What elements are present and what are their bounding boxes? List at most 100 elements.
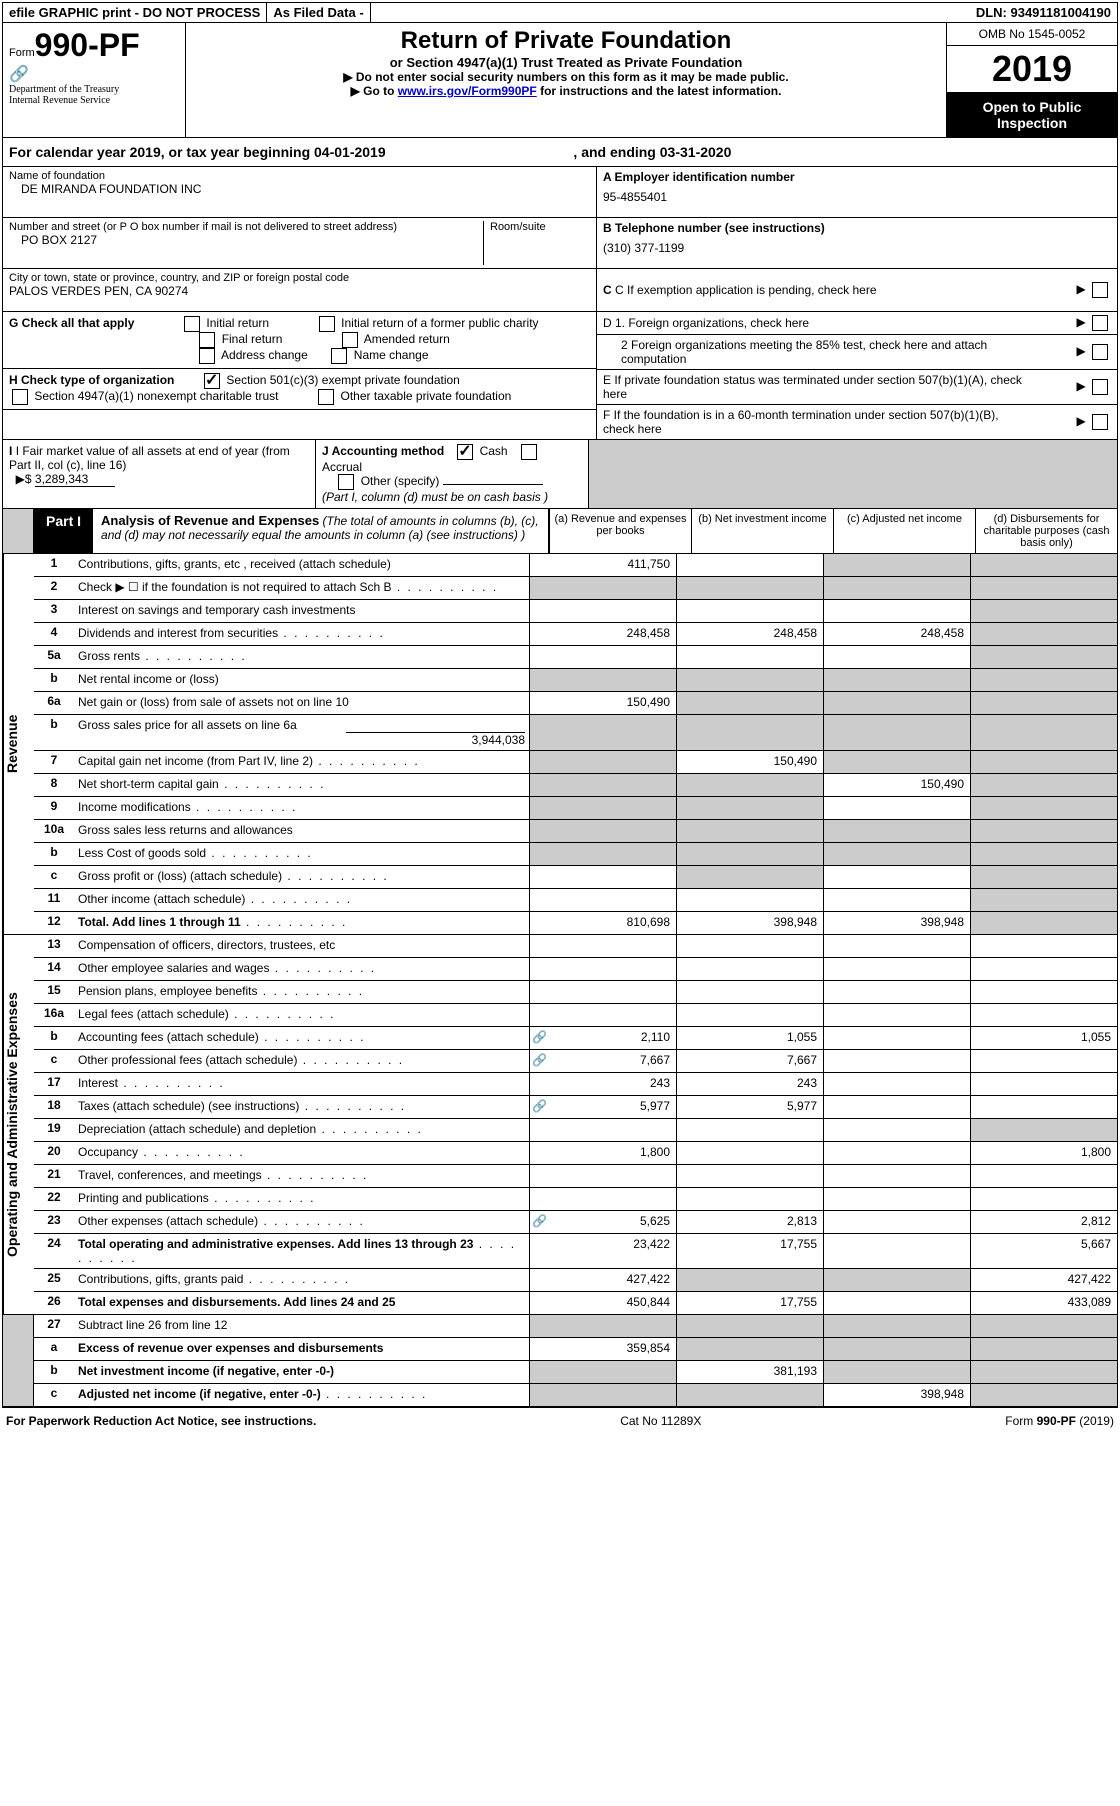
addr-val: PO BOX 2127 bbox=[9, 233, 483, 247]
cell-d bbox=[970, 623, 1117, 645]
addr-label: Number and street (or P O box number if … bbox=[9, 221, 483, 233]
row-num: 4 bbox=[34, 623, 74, 645]
attachment-icon[interactable]: 🔗 bbox=[532, 1099, 547, 1113]
table-row: bAccounting fees (attach schedule)🔗2,110… bbox=[34, 1027, 1117, 1050]
g-o5: Address change bbox=[221, 348, 308, 362]
link-icon[interactable]: 🔗 bbox=[9, 64, 179, 84]
row-label: Net gain or (loss) from sale of assets n… bbox=[74, 692, 530, 714]
cell-a: 1,800 bbox=[530, 1142, 676, 1164]
cell-b bbox=[676, 774, 823, 796]
table-row: 18Taxes (attach schedule) (see instructi… bbox=[34, 1096, 1117, 1119]
address-cell: Number and street (or P O box number if … bbox=[3, 218, 596, 269]
row-num: 13 bbox=[34, 935, 74, 957]
chk-name[interactable] bbox=[331, 348, 347, 364]
col-b-hdr: (b) Net investment income bbox=[691, 509, 833, 553]
row-label: Travel, conferences, and meetings bbox=[74, 1165, 530, 1187]
chk-c[interactable] bbox=[1092, 282, 1108, 298]
cell-d bbox=[970, 981, 1117, 1003]
cell-c bbox=[823, 1269, 970, 1291]
table-row: 25Contributions, gifts, grants paid427,4… bbox=[34, 1269, 1117, 1292]
chk-amended[interactable] bbox=[342, 332, 358, 348]
j-cash: Cash bbox=[480, 444, 508, 458]
cell-c bbox=[823, 1165, 970, 1187]
cell-c bbox=[823, 1188, 970, 1210]
chk-cash[interactable] bbox=[457, 444, 473, 460]
cell-a: 248,458 bbox=[530, 623, 676, 645]
cell-d bbox=[970, 958, 1117, 980]
cell-c bbox=[823, 600, 970, 622]
attachment-icon[interactable]: 🔗 bbox=[532, 1053, 547, 1067]
entity-info: Name of foundation DE MIRANDA FOUNDATION… bbox=[3, 167, 1117, 440]
table-row: 26Total expenses and disbursements. Add … bbox=[34, 1292, 1117, 1314]
chk-other-tax[interactable] bbox=[318, 389, 334, 405]
phone-cell: B Telephone number (see instructions) (3… bbox=[597, 218, 1117, 269]
cell-d bbox=[970, 843, 1117, 865]
chk-address[interactable] bbox=[199, 348, 215, 364]
table-row: 17Interest243243 bbox=[34, 1073, 1117, 1096]
city-label: City or town, state or province, country… bbox=[9, 272, 590, 284]
i-label: I Fair market value of all assets at end… bbox=[9, 444, 290, 472]
table-row: 20Occupancy1,8001,800 bbox=[34, 1142, 1117, 1165]
table-row: bNet rental income or (loss) bbox=[34, 669, 1117, 692]
cell-a: 🔗5,977 bbox=[530, 1096, 676, 1118]
form-number: 990-PF bbox=[35, 27, 140, 63]
row-label: Contributions, gifts, grants paid bbox=[74, 1269, 530, 1291]
chk-d1[interactable] bbox=[1092, 315, 1108, 331]
cell-c bbox=[823, 577, 970, 599]
table-row: 5aGross rents bbox=[34, 646, 1117, 669]
chk-e[interactable] bbox=[1092, 379, 1108, 395]
irs-link[interactable]: www.irs.gov/Form990PF bbox=[398, 84, 537, 98]
i-val: 3,289,343 bbox=[35, 472, 115, 487]
attachment-icon[interactable]: 🔗 bbox=[532, 1030, 547, 1044]
section-j: J Accounting method Cash Accrual Other (… bbox=[316, 440, 589, 508]
expenses-label: Operating and Administrative Expenses bbox=[3, 935, 34, 1314]
chk-other-method[interactable] bbox=[338, 474, 354, 490]
cell-c bbox=[823, 820, 970, 842]
chk-initial-former[interactable] bbox=[319, 316, 335, 332]
cell-b bbox=[676, 669, 823, 691]
e-row: E If private foundation status was termi… bbox=[597, 370, 1117, 405]
row-label: Subtract line 26 from line 12 bbox=[74, 1315, 530, 1337]
table-row: 9Income modifications bbox=[34, 797, 1117, 820]
a-label: A Employer identification number bbox=[603, 170, 795, 184]
table-row: 8Net short-term capital gain150,490 bbox=[34, 774, 1117, 797]
chk-f[interactable] bbox=[1092, 414, 1108, 430]
chk-initial[interactable] bbox=[184, 316, 200, 332]
attachment-icon[interactable]: 🔗 bbox=[532, 1214, 547, 1228]
row-num: 2 bbox=[34, 577, 74, 599]
d2-row: 2 Foreign organizations meeting the 85% … bbox=[597, 335, 1117, 370]
row-label: Gross sales less returns and allowances bbox=[74, 820, 530, 842]
chk-d2[interactable] bbox=[1092, 344, 1108, 360]
cell-b bbox=[676, 797, 823, 819]
row-label: Accounting fees (attach schedule) bbox=[74, 1027, 530, 1049]
city-val: PALOS VERDES PEN, CA 90274 bbox=[9, 284, 590, 298]
cell-d: 2,812 bbox=[970, 1211, 1117, 1233]
header-right: OMB No 1545-0052 2019 Open to Public Ins… bbox=[947, 23, 1117, 137]
part-badge: Part I bbox=[34, 509, 93, 553]
c-label: C If exemption application is pending, c… bbox=[615, 283, 877, 297]
bottom-section: 27Subtract line 26 from line 12aExcess o… bbox=[3, 1315, 1117, 1407]
cell-a bbox=[530, 1119, 676, 1141]
chk-accrual[interactable] bbox=[521, 444, 537, 460]
form-subtitle: or Section 4947(a)(1) Trust Treated as P… bbox=[192, 55, 940, 70]
dln-label: DLN: 93491181004190 bbox=[371, 3, 1117, 22]
cell-b bbox=[676, 843, 823, 865]
footer-mid: Cat No 11289X bbox=[620, 1414, 701, 1428]
row-num: 10a bbox=[34, 820, 74, 842]
row-num: 5a bbox=[34, 646, 74, 668]
table-row: 13Compensation of officers, directors, t… bbox=[34, 935, 1117, 958]
ein-cell: A Employer identification number 95-4855… bbox=[597, 167, 1117, 218]
cell-b: 243 bbox=[676, 1073, 823, 1095]
chk-4947[interactable] bbox=[12, 389, 28, 405]
row-num: 1 bbox=[34, 554, 74, 576]
cell-b bbox=[676, 866, 823, 888]
chk-final[interactable] bbox=[199, 332, 215, 348]
row-label: Gross sales price for all assets on line… bbox=[74, 715, 530, 750]
cell-c bbox=[823, 1027, 970, 1049]
h-checkboxes: H Check type of organization Section 501… bbox=[3, 369, 596, 410]
g-label: G Check all that apply bbox=[9, 316, 134, 330]
row-num: 27 bbox=[34, 1315, 74, 1337]
chk-501c3[interactable] bbox=[204, 373, 220, 389]
revenue-section: Revenue 1Contributions, gifts, grants, e… bbox=[3, 554, 1117, 935]
cell-b bbox=[676, 889, 823, 911]
